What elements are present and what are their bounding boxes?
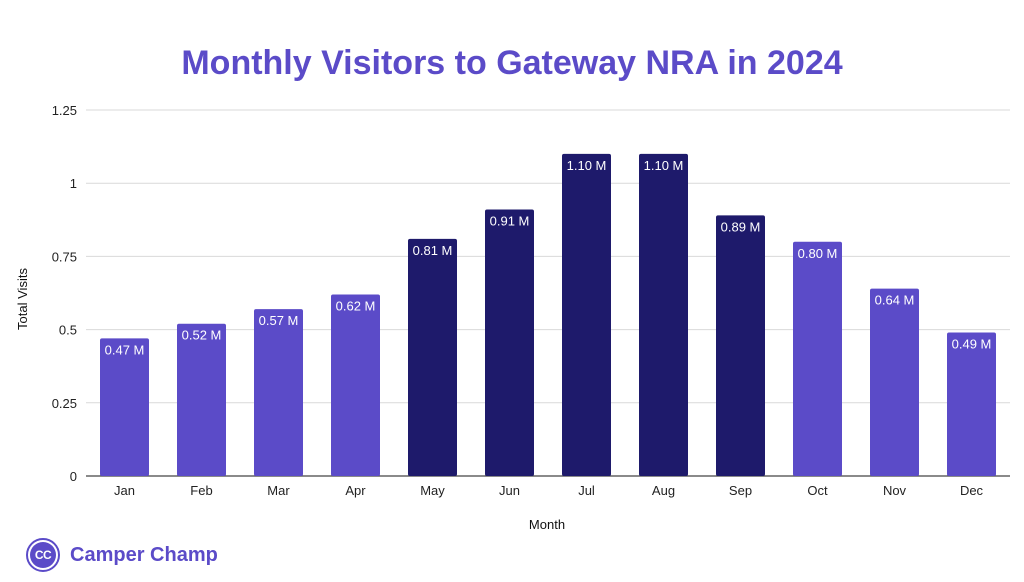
- data-label-oct: 0.80 M: [798, 246, 838, 261]
- data-label-may: 0.81 M: [413, 243, 453, 258]
- bar-may: [408, 238, 457, 476]
- data-label-jan: 0.47 M: [105, 342, 145, 357]
- y-axis-title: Total Visits: [15, 268, 30, 330]
- logo-text: Camper Champ: [70, 543, 218, 566]
- data-label-jul: 1.10 M: [567, 158, 607, 173]
- y-tick-label: 1: [70, 176, 77, 191]
- data-label-jun: 0.91 M: [490, 214, 530, 229]
- bar-aug: [639, 153, 688, 477]
- bar-feb: [177, 323, 226, 476]
- data-label-aug: 1.10 M: [644, 158, 684, 173]
- bar-jun: [485, 209, 534, 476]
- x-tick-label-jul: Jul: [578, 483, 595, 498]
- x-tick-label-dec: Dec: [960, 483, 984, 498]
- x-axis-ticks: Jan Feb Mar Apr May Jun Jul Aug Sep Oct Nov Dec: [114, 483, 984, 498]
- y-tick-label: 0.75: [52, 249, 77, 264]
- x-tick-label-apr: Apr: [345, 483, 366, 498]
- x-tick-label-aug: Aug: [652, 483, 675, 498]
- gridlines: [86, 109, 1010, 477]
- bar-jan: [100, 338, 149, 476]
- y-tick-label: 0.25: [52, 396, 77, 411]
- bar-oct: [793, 241, 842, 476]
- bar-mar: [254, 309, 303, 476]
- bar-jul: [562, 153, 611, 477]
- x-tick-label-jan: Jan: [114, 483, 135, 498]
- x-tick-label-jun: Jun: [499, 483, 520, 498]
- camper-champ-logo: CC Camper Champ: [26, 536, 218, 574]
- y-tick-label: 0: [70, 469, 77, 484]
- x-tick-label-nov: Nov: [883, 483, 907, 498]
- data-label-apr: 0.62 M: [336, 298, 376, 313]
- y-tick-label: 0.5: [59, 323, 77, 338]
- bar-sep: [716, 215, 765, 476]
- y-tick-label: 1.25: [52, 103, 77, 118]
- data-label-mar: 0.57 M: [259, 313, 299, 328]
- data-label-dec: 0.49 M: [952, 337, 992, 352]
- x-tick-label-sep: Sep: [729, 483, 752, 498]
- data-label-feb: 0.52 M: [182, 328, 222, 343]
- x-tick-label-may: May: [420, 483, 445, 498]
- chart-title: Monthly Visitors to Gateway NRA in 2024: [181, 44, 843, 82]
- bar-dec: [947, 332, 996, 476]
- x-tick-label-feb: Feb: [190, 483, 212, 498]
- x-tick-label-oct: Oct: [807, 483, 828, 498]
- data-label-nov: 0.64 M: [875, 293, 915, 308]
- y-axis-ticks: 0 0.25 0.5 0.75 1 1.25: [52, 103, 77, 484]
- bar-data-labels: 0.47 M 0.52 M 0.57 M 0.62 M 0.81 M 0.91 M 1.10…: [105, 158, 992, 357]
- logo-initials: CC: [30, 542, 56, 568]
- x-tick-label-mar: Mar: [267, 483, 290, 498]
- x-axis-title: Month: [529, 517, 565, 532]
- data-label-sep: 0.89 M: [721, 219, 761, 234]
- bar-nov: [870, 288, 919, 476]
- bars: [100, 153, 996, 477]
- bar-apr: [331, 294, 380, 476]
- logo-badge-icon: CC: [26, 538, 60, 572]
